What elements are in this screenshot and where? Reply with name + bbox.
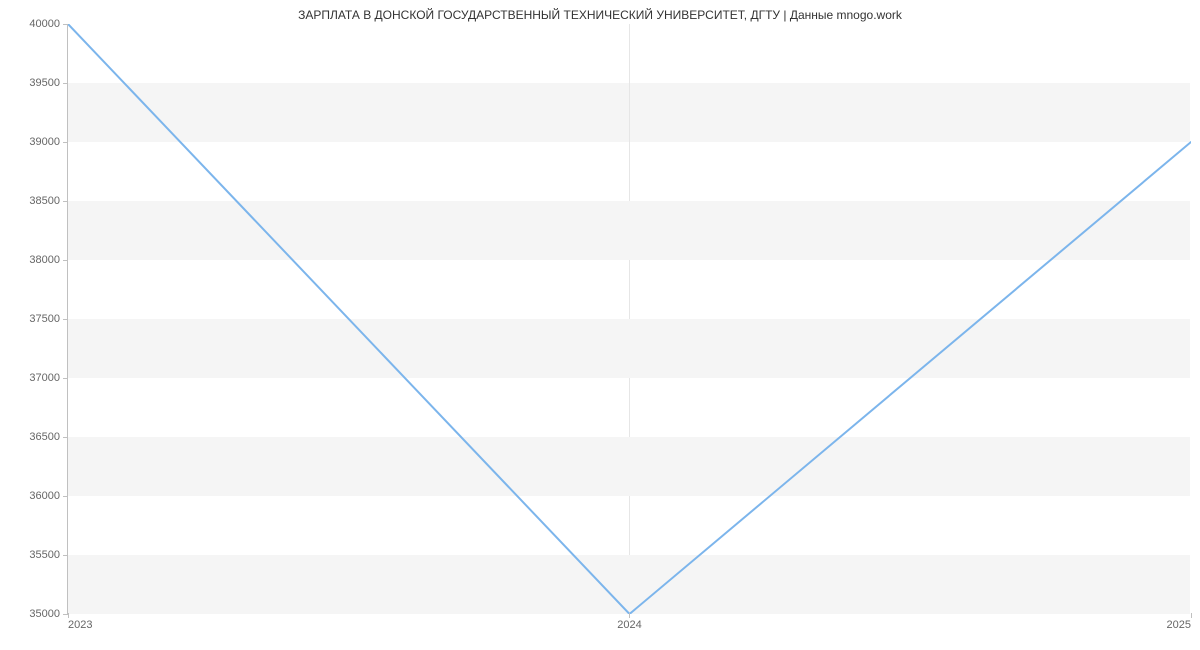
y-tick-label: 36500 <box>29 431 68 443</box>
x-tick-label: 2023 <box>68 613 92 631</box>
plot-band <box>68 201 1190 260</box>
plot-band <box>68 319 1190 378</box>
y-tick-label: 35500 <box>29 549 68 561</box>
plot-band <box>68 555 1190 614</box>
y-tick-label: 39500 <box>29 77 68 89</box>
y-tick-label: 36000 <box>29 490 68 502</box>
x-tick-label: 2025 <box>1167 613 1191 631</box>
salary-line-chart: ЗАРПЛАТА В ДОНСКОЙ ГОСУДАРСТВЕННЫЙ ТЕХНИ… <box>0 0 1200 650</box>
y-tick-label: 39000 <box>29 136 68 148</box>
y-tick-label: 37000 <box>29 372 68 384</box>
y-tick-label: 37500 <box>29 313 68 325</box>
y-tick-label: 38000 <box>29 254 68 266</box>
y-tick-label: 38500 <box>29 195 68 207</box>
y-tick-label: 35000 <box>29 608 68 620</box>
chart-title: ЗАРПЛАТА В ДОНСКОЙ ГОСУДАРСТВЕННЫЙ ТЕХНИ… <box>0 8 1200 22</box>
plot-band <box>68 437 1190 496</box>
x-tick-label: 2024 <box>617 613 641 631</box>
plot-area: 3500035500360003650037000375003800038500… <box>67 24 1190 614</box>
y-tick-label: 40000 <box>29 18 68 30</box>
